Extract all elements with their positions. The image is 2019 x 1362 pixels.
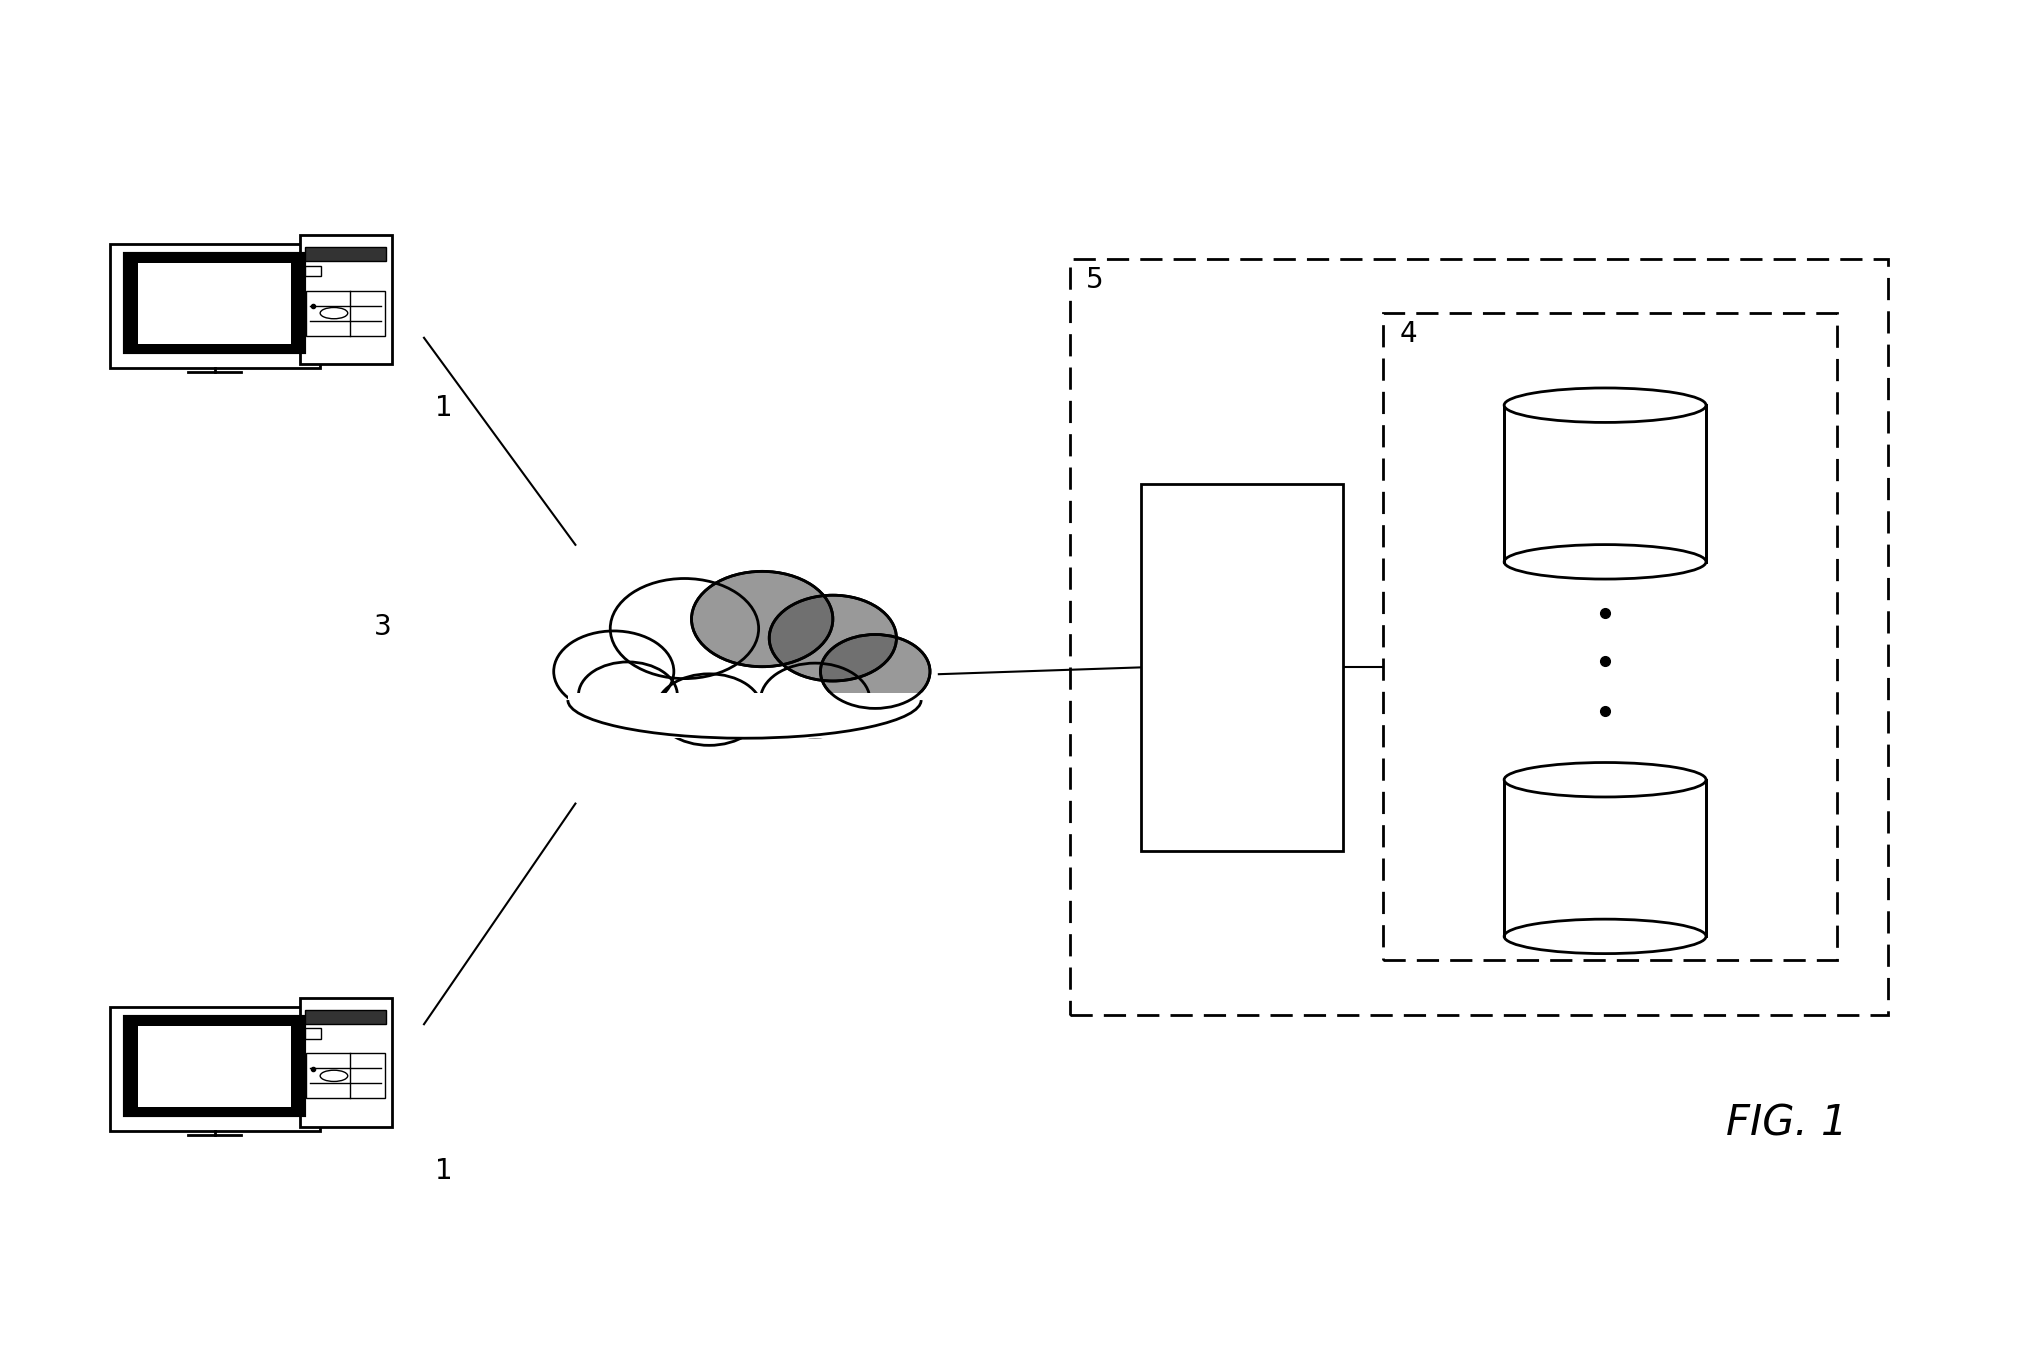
Circle shape: [820, 635, 931, 708]
Circle shape: [769, 595, 896, 681]
FancyBboxPatch shape: [305, 248, 386, 262]
Circle shape: [769, 595, 896, 681]
FancyBboxPatch shape: [1141, 484, 1343, 851]
FancyBboxPatch shape: [307, 1053, 386, 1098]
Text: 5: 5: [1086, 266, 1104, 294]
Circle shape: [553, 631, 674, 712]
Text: 3: 3: [374, 613, 392, 640]
Ellipse shape: [321, 308, 347, 319]
Circle shape: [820, 635, 931, 708]
Ellipse shape: [321, 1071, 347, 1081]
FancyBboxPatch shape: [305, 1011, 386, 1024]
Text: 1: 1: [436, 1156, 452, 1185]
FancyBboxPatch shape: [1383, 313, 1837, 960]
Circle shape: [656, 674, 763, 745]
Circle shape: [610, 579, 759, 678]
Text: 2: 2: [1165, 497, 1181, 522]
FancyBboxPatch shape: [299, 998, 392, 1126]
Polygon shape: [549, 693, 939, 741]
FancyBboxPatch shape: [109, 244, 319, 368]
FancyBboxPatch shape: [125, 255, 303, 351]
FancyBboxPatch shape: [109, 1007, 319, 1130]
Ellipse shape: [1504, 763, 1706, 797]
FancyBboxPatch shape: [125, 1017, 303, 1114]
Text: Storage
Server: Storage Server: [1213, 621, 1270, 714]
FancyBboxPatch shape: [305, 1028, 321, 1039]
FancyBboxPatch shape: [305, 266, 321, 276]
Circle shape: [693, 572, 834, 667]
FancyBboxPatch shape: [1504, 779, 1706, 937]
FancyBboxPatch shape: [307, 290, 386, 335]
Circle shape: [761, 663, 870, 737]
FancyBboxPatch shape: [1504, 406, 1706, 558]
FancyBboxPatch shape: [139, 263, 291, 345]
Circle shape: [693, 572, 834, 667]
Ellipse shape: [1504, 388, 1706, 422]
Circle shape: [579, 662, 678, 729]
Ellipse shape: [1504, 545, 1706, 579]
Text: 4: 4: [1399, 320, 1417, 349]
FancyBboxPatch shape: [1504, 779, 1706, 933]
Text: 1: 1: [436, 394, 452, 422]
FancyBboxPatch shape: [299, 236, 392, 364]
Polygon shape: [567, 693, 929, 738]
Text: FIG. 1: FIG. 1: [1726, 1103, 1847, 1144]
FancyBboxPatch shape: [1504, 406, 1706, 561]
FancyBboxPatch shape: [139, 1026, 291, 1107]
Ellipse shape: [1504, 919, 1706, 953]
